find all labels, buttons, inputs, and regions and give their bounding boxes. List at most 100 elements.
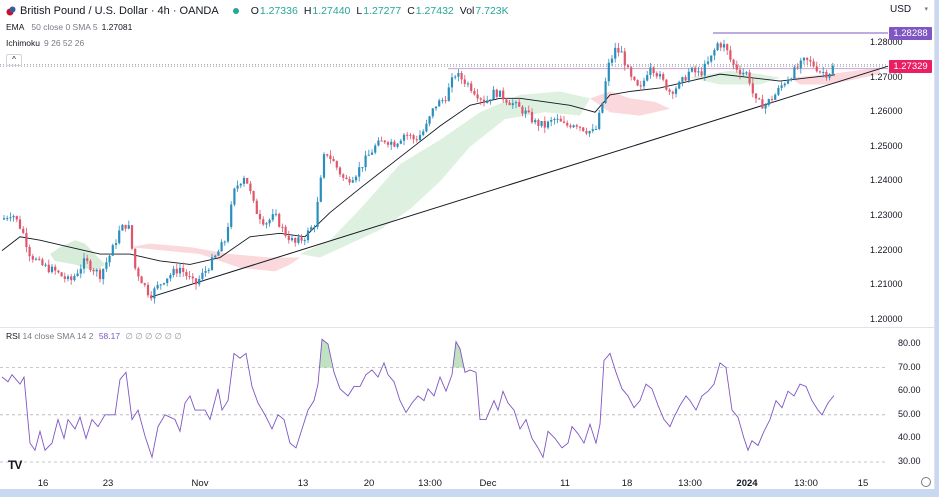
pane-separator[interactable] [0, 327, 934, 328]
candle-bullish [831, 65, 834, 74]
candle-bearish [543, 120, 546, 128]
indicator-ema-name: EMA [6, 22, 25, 32]
candle-bearish [246, 178, 249, 184]
ichimoku-cloud-bearish [590, 91, 670, 116]
candle-bullish [156, 284, 159, 289]
candle-bullish [418, 135, 422, 141]
candle-bearish [191, 276, 194, 279]
candle-bullish [364, 155, 367, 168]
candle-bullish [159, 284, 162, 286]
rsi-legend[interactable]: RSI 14 close SMA 14 2 58.17 ∅ ∅ ∅ ∅ ∅ ∅ [6, 331, 182, 342]
candle-bearish [585, 131, 588, 134]
time-axis-label: 15 [857, 478, 869, 489]
horizontal-line-price-tag[interactable]: 1.28288 [889, 27, 932, 41]
candle-bearish [345, 177, 348, 180]
candle-bearish [134, 248, 137, 269]
candle-bullish [690, 67, 694, 72]
candle-bearish [482, 99, 486, 104]
collapse-legend-button[interactable]: ^ [6, 54, 22, 66]
candle-bullish [710, 55, 713, 62]
axis-settings-icon[interactable] [921, 477, 931, 487]
candle-bullish [102, 268, 105, 280]
candle-bearish [278, 213, 281, 227]
candle-bearish [636, 80, 639, 86]
candle-bearish [86, 258, 89, 261]
candle-bullish [431, 108, 434, 117]
candle-bullish [492, 89, 495, 100]
candle-bearish [617, 47, 620, 53]
candle-bearish [633, 76, 636, 81]
candle-bullish [514, 102, 518, 104]
candle-bearish [815, 66, 818, 72]
candle-bullish [370, 152, 374, 155]
candle-bullish [780, 85, 783, 88]
rsi-axis-label: 50.00 [898, 408, 921, 419]
candle-bearish [751, 83, 754, 94]
rsi-name: RSI [6, 331, 21, 341]
candle-bullish [233, 188, 236, 205]
candle-bullish [646, 75, 649, 81]
indicator-ema-legend[interactable]: EMA 50 close 0 SMA 5 1.27081 [6, 19, 515, 35]
chart-canvas[interactable] [0, 0, 934, 489]
candle-bullish [2, 218, 6, 220]
candle-bullish [764, 104, 767, 109]
candle-bullish [486, 100, 489, 104]
candle-bearish [665, 79, 668, 90]
symbol-title[interactable]: British Pound / U.S. Dollar · 4h · OANDA [20, 5, 219, 17]
candle-bullish [223, 241, 226, 243]
candle-bullish [674, 88, 678, 94]
time-axis-label: 11 [560, 478, 570, 489]
candle-bearish [18, 219, 22, 229]
candle-bearish [60, 272, 63, 277]
candle-bearish [22, 228, 25, 233]
candle-bearish [582, 127, 585, 132]
candle-bullish [265, 223, 268, 225]
candle-bullish [697, 71, 700, 73]
candle-bullish [802, 57, 806, 61]
price-axis-label: 1.28000 [870, 37, 903, 47]
rsi-axis-label: 30.00 [898, 456, 921, 466]
candle-bearish [140, 276, 143, 284]
tradingview-logo-icon[interactable]: TV [8, 458, 22, 472]
time-axis-label: Dec [479, 478, 497, 489]
candle-bullish [121, 224, 124, 231]
candle-bearish [70, 276, 73, 281]
candle-bullish [706, 61, 710, 64]
candle-bullish [703, 63, 706, 76]
candle-bearish [38, 258, 41, 260]
candle-bearish [393, 141, 396, 147]
candle-bullish [310, 227, 313, 231]
candle-bearish [335, 161, 338, 168]
candle-bearish [281, 226, 284, 228]
candle-bearish [194, 278, 198, 285]
rsi-axis-label: 40.00 [898, 432, 921, 443]
candle-bearish [332, 159, 335, 162]
candle-bullish [153, 288, 156, 299]
candle-bullish [793, 67, 796, 79]
candle-bullish [111, 245, 114, 256]
candle-bullish [742, 72, 745, 75]
candle-bearish [473, 91, 476, 95]
candle-bearish [761, 99, 764, 109]
last-price-tag[interactable]: 1.27329 [889, 60, 932, 74]
candle-bullish [774, 94, 777, 100]
symbol-row[interactable]: British Pound / U.S. Dollar · 4h · OANDA… [6, 3, 515, 19]
candle-bullish [220, 242, 223, 252]
time-axis-label: 20 [363, 478, 375, 489]
candle-bearish [258, 213, 262, 220]
candle-bullish [620, 51, 623, 53]
currency-selector[interactable]: USD ▾ [890, 3, 930, 17]
candle-bearish [28, 247, 31, 257]
rsi-overbought-fill [319, 339, 332, 368]
indicator-ichimoku-legend[interactable]: Ichimoku 9 26 52 26 [6, 35, 515, 51]
candle-bullish [594, 128, 598, 130]
candle-bearish [175, 268, 178, 274]
candle-bearish [25, 232, 28, 248]
ohlc-value-c: 1.27432 [415, 5, 454, 17]
candle-bearish [562, 121, 566, 123]
candle-bullish [438, 100, 441, 107]
candle-bullish [236, 185, 239, 189]
candle-bearish [527, 110, 530, 113]
candle-bearish [770, 99, 774, 101]
candle-bullish [239, 183, 242, 186]
